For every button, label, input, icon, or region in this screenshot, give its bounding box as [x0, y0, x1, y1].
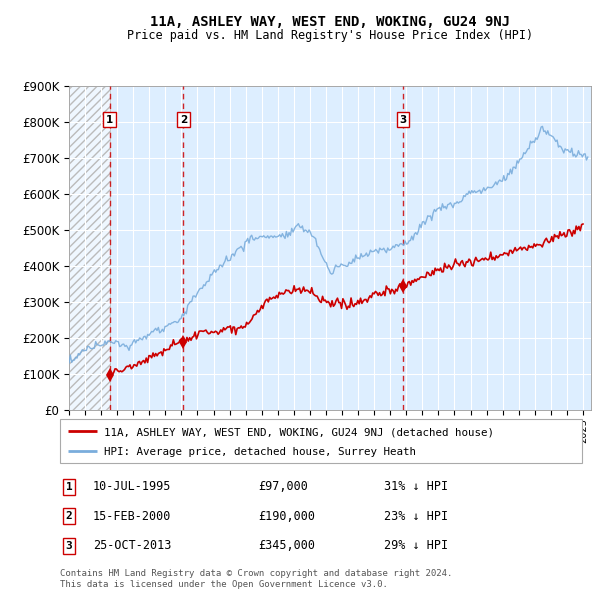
Bar [69, 86, 110, 410]
Text: 29% ↓ HPI: 29% ↓ HPI [384, 539, 448, 552]
Text: 25-OCT-2013: 25-OCT-2013 [93, 539, 172, 552]
Text: £345,000: £345,000 [258, 539, 315, 552]
Text: HPI: Average price, detached house, Surrey Heath: HPI: Average price, detached house, Surr… [104, 447, 416, 457]
Text: 3: 3 [65, 541, 73, 550]
Text: 31% ↓ HPI: 31% ↓ HPI [384, 480, 448, 493]
Text: 1: 1 [65, 482, 73, 491]
Text: 3: 3 [400, 114, 407, 124]
Bar [69, 86, 110, 410]
Text: £97,000: £97,000 [258, 480, 308, 493]
Text: 15-FEB-2000: 15-FEB-2000 [93, 510, 172, 523]
Text: 2: 2 [180, 114, 187, 124]
Text: 11A, ASHLEY WAY, WEST END, WOKING, GU24 9NJ (detached house): 11A, ASHLEY WAY, WEST END, WOKING, GU24 … [104, 427, 494, 437]
FancyBboxPatch shape [60, 419, 582, 463]
Text: This data is licensed under the Open Government Licence v3.0.: This data is licensed under the Open Gov… [60, 579, 388, 589]
Text: 23% ↓ HPI: 23% ↓ HPI [384, 510, 448, 523]
Text: 10-JUL-1995: 10-JUL-1995 [93, 480, 172, 493]
Text: 1: 1 [106, 114, 113, 124]
Text: Contains HM Land Registry data © Crown copyright and database right 2024.: Contains HM Land Registry data © Crown c… [60, 569, 452, 578]
Text: Price paid vs. HM Land Registry's House Price Index (HPI): Price paid vs. HM Land Registry's House … [127, 30, 533, 42]
Text: 11A, ASHLEY WAY, WEST END, WOKING, GU24 9NJ: 11A, ASHLEY WAY, WEST END, WOKING, GU24 … [150, 15, 510, 29]
Text: £190,000: £190,000 [258, 510, 315, 523]
Text: 2: 2 [65, 512, 73, 521]
